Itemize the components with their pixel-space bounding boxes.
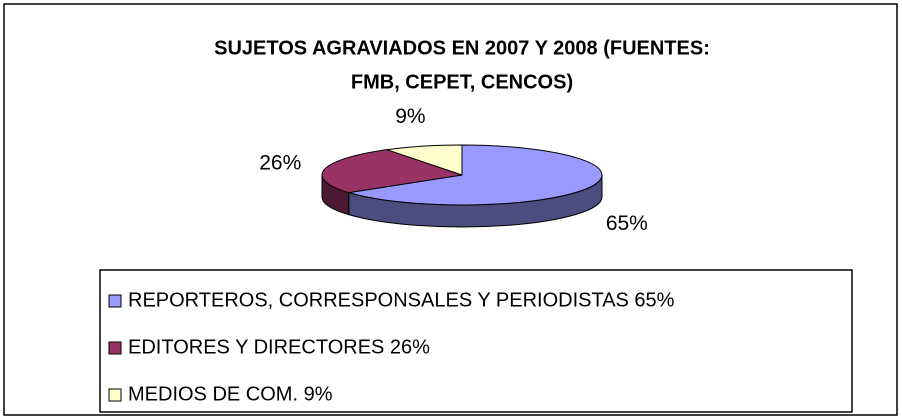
chart-title: SUJETOS AGRAVIADOS EN 2007 Y 2008 (FUENT…: [214, 37, 710, 59]
legend-label: MEDIOS DE COM. 9%: [128, 383, 333, 405]
pie-slice: [321, 149, 463, 194]
legend-swatch: [108, 294, 122, 308]
legend-swatch: [108, 341, 122, 355]
pie-slice: [386, 144, 463, 176]
chart-title: FMB, CEPET, CENCOS): [351, 71, 573, 93]
data-label: 65%: [606, 212, 648, 235]
data-label: 9%: [395, 105, 425, 128]
pie-slice: [348, 144, 603, 206]
legend-label: REPORTEROS, CORRESPONSALES Y PERIODISTAS…: [128, 289, 675, 311]
data-label: 26%: [259, 151, 301, 174]
legend-label: EDITORES Y DIRECTORES 26%: [128, 336, 430, 358]
legend-box: [99, 269, 853, 413]
legend-swatch: [108, 388, 122, 402]
